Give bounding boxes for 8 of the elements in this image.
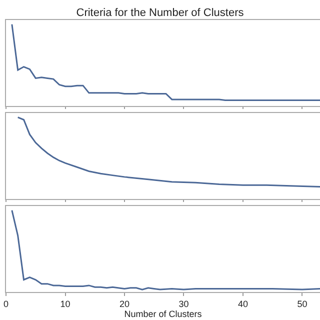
chart-title: Criteria for the Number of Clusters: [76, 6, 244, 19]
x-tick-label: 0: [3, 298, 9, 309]
x-tick-label: 40: [238, 298, 248, 309]
x-tick-label: 20: [119, 298, 130, 309]
x-axis-title: Number of Clusters: [124, 308, 202, 319]
x-tick-label: 10: [60, 298, 70, 309]
x-tick-label: 30: [178, 298, 189, 309]
x-tick-label: 50: [297, 298, 308, 309]
